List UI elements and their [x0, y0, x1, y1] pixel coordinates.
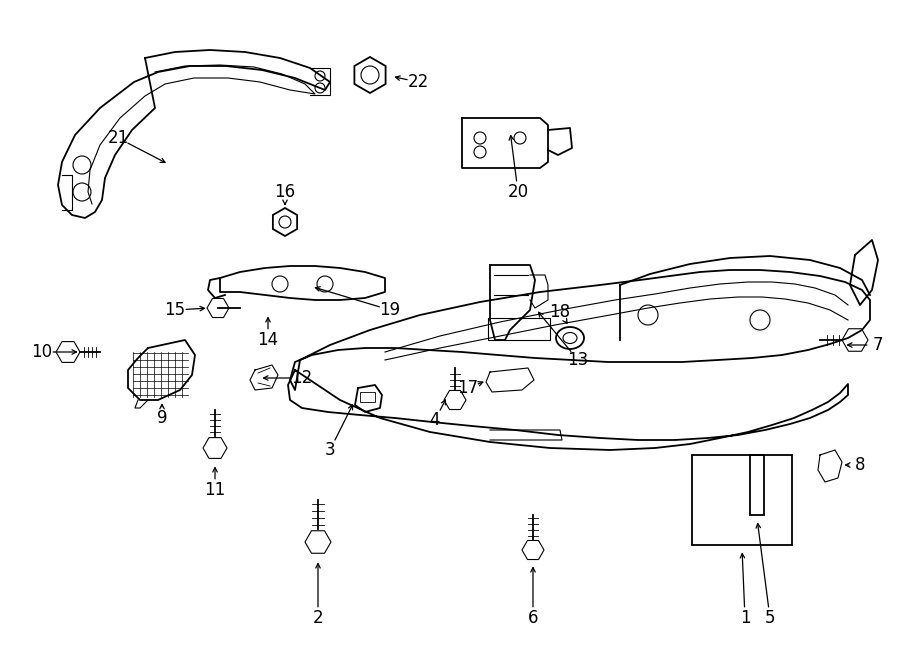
- Text: 1: 1: [740, 609, 751, 627]
- Polygon shape: [250, 365, 278, 390]
- Text: 15: 15: [165, 301, 185, 319]
- Polygon shape: [220, 266, 385, 300]
- Polygon shape: [288, 370, 848, 450]
- Polygon shape: [128, 340, 195, 400]
- Text: 22: 22: [408, 73, 428, 91]
- Polygon shape: [486, 368, 534, 392]
- Text: 17: 17: [457, 379, 479, 397]
- Text: 10: 10: [32, 343, 52, 361]
- Text: 2: 2: [312, 609, 323, 627]
- Text: 9: 9: [157, 409, 167, 427]
- Bar: [692, 455, 792, 545]
- Bar: [750, 455, 764, 515]
- Text: 4: 4: [430, 411, 440, 429]
- Text: 5: 5: [765, 609, 775, 627]
- Polygon shape: [290, 270, 870, 390]
- Polygon shape: [548, 128, 572, 155]
- Polygon shape: [490, 265, 535, 340]
- Polygon shape: [850, 240, 878, 305]
- Text: 14: 14: [257, 331, 279, 349]
- Text: 18: 18: [549, 303, 571, 321]
- Text: 11: 11: [204, 481, 226, 499]
- Text: 13: 13: [567, 351, 589, 369]
- Text: 6: 6: [527, 609, 538, 627]
- Polygon shape: [818, 450, 842, 482]
- Text: 16: 16: [274, 183, 295, 201]
- Text: 12: 12: [292, 369, 312, 387]
- Text: 3: 3: [325, 441, 336, 459]
- Text: 19: 19: [380, 301, 400, 319]
- Text: 20: 20: [508, 183, 528, 201]
- Polygon shape: [462, 118, 548, 168]
- Text: 21: 21: [107, 129, 129, 147]
- Text: 8: 8: [855, 456, 865, 474]
- Polygon shape: [58, 50, 330, 218]
- Bar: [488, 318, 550, 340]
- Polygon shape: [530, 275, 548, 308]
- Polygon shape: [355, 385, 382, 412]
- Text: 7: 7: [873, 336, 883, 354]
- Bar: [360, 392, 375, 402]
